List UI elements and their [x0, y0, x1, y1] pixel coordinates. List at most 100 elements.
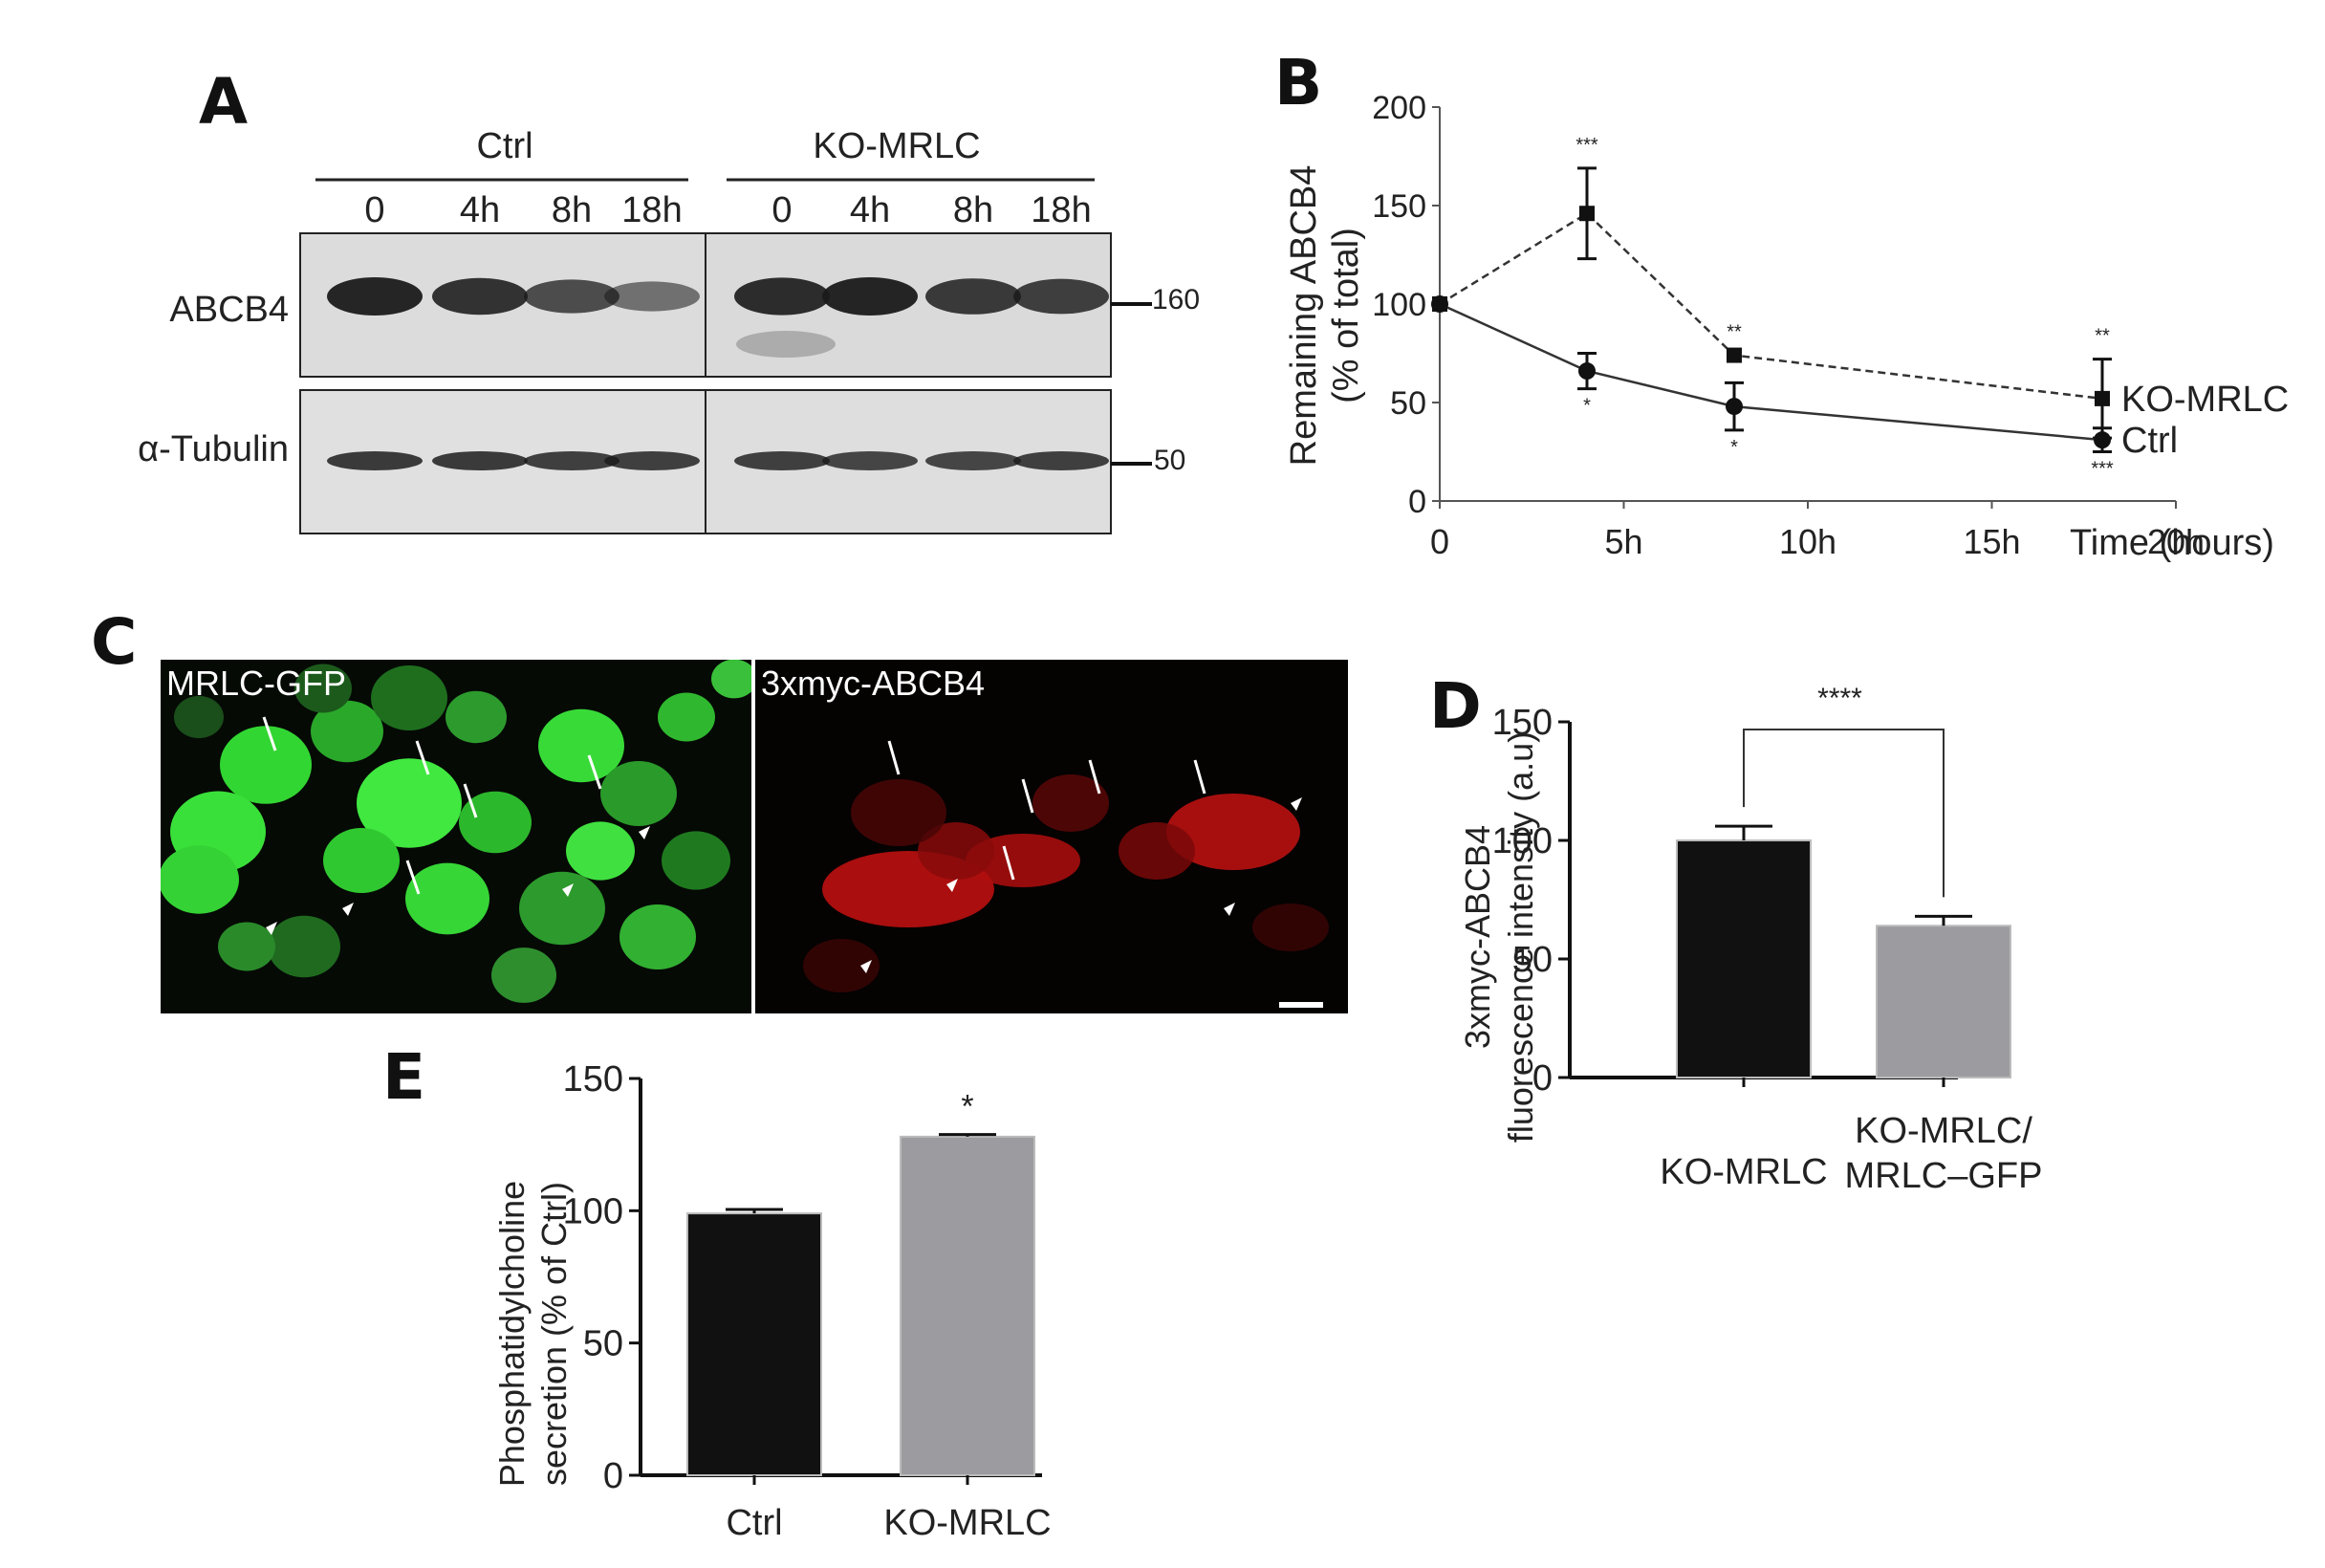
gfp-cell [566, 821, 635, 881]
chart-d-ylabel-2: fluorescence intensity (a.u) [1501, 731, 1540, 1143]
arrow-icon [887, 740, 901, 775]
blot-band-abcb4 [734, 277, 830, 316]
chart-b-point [2094, 431, 2111, 449]
gfp-cell [174, 695, 224, 739]
panel-a-letter: A [199, 65, 249, 139]
arrow-icon [463, 783, 478, 818]
gfp-cell [323, 828, 400, 893]
blot-band-abcb4 [524, 279, 619, 314]
arrow-icon [262, 716, 277, 751]
chart-e-significance: * [961, 1089, 973, 1125]
blot-band-tubulin [822, 451, 918, 470]
chart-b-xtick-label: 15h [1963, 522, 2020, 561]
blot-band-abcb4 [822, 277, 918, 316]
gfp-cell [294, 664, 352, 713]
blot-band-tubulin [604, 451, 700, 470]
western-blot-figure: Ctrl KO-MRLC 0 4h 8h 18h 0 4h 8h 18h ABC… [138, 126, 1200, 534]
chart-e-ylabel-2: secretion (% of Ctrl) [534, 1182, 574, 1486]
chart-b-series-line [1439, 302, 2103, 442]
chart-b-significance: ** [1727, 322, 1742, 343]
chart-b-xtick-label: 0 [1430, 522, 1449, 561]
chart-b-point [1431, 295, 1448, 313]
chart-e-ytick-label: 50 [583, 1324, 623, 1364]
blot-band-abcb4 [432, 277, 528, 316]
gfp-cell [218, 922, 275, 971]
row-label-tubulin: α-Tubulin [138, 429, 289, 469]
chart-b-series-label: Ctrl [2121, 421, 2178, 461]
blot-band-tubulin [734, 451, 830, 470]
chart-d-ytick-label: 0 [1532, 1058, 1553, 1099]
chart-d-xlabel-2a: KO-MRLC/ [1855, 1111, 2032, 1151]
chart-b-ytick-label: 200 [1372, 90, 1426, 126]
blot-band-abcb4 [604, 281, 700, 312]
chart-e-ytick-label: 150 [563, 1059, 623, 1100]
blot-band-tubulin [524, 451, 619, 470]
micrograph-label-mrlc-gfp: MRLC-GFP [166, 664, 346, 703]
chart-e-xtick-label: Ctrl [726, 1503, 782, 1543]
chart-e-xtick-label: KO-MRLC [883, 1503, 1051, 1543]
chart-d-ytick-label: 50 [1512, 940, 1553, 980]
chart-d-xlabel-1: KO-MRLC [1660, 1152, 1827, 1192]
gfp-cell [371, 665, 447, 730]
gfp-cell [161, 845, 239, 914]
chart-b-point [2095, 390, 2110, 406]
marker-label-160: 160 [1152, 284, 1200, 316]
gfp-cell [220, 726, 312, 804]
gfp-cell [662, 831, 730, 890]
arrow-icon [405, 860, 421, 895]
arrowhead-icon [562, 883, 574, 897]
chart-b-xtick-label: 5h [1604, 522, 1642, 561]
chart-b-ylabel-1: Remaining ABCB4 [1284, 165, 1324, 467]
chart-e-bar [686, 1212, 822, 1476]
red-cells [803, 740, 1329, 1008]
chart-b-ytick-label: 150 [1372, 188, 1426, 225]
chart-b-xtick-label: 10h [1779, 522, 1836, 561]
blot-band-tubulin [925, 451, 1021, 470]
group-label-ko-mrlc: KO-MRLC [813, 126, 980, 166]
micrograph-mrlc-gfp: MRLC-GFP [161, 660, 751, 1013]
arrow-icon [587, 754, 602, 790]
gfp-cells [161, 660, 751, 1003]
chart-e-bar [900, 1135, 1035, 1476]
panel-c-letter: C [91, 605, 138, 679]
red-cell [851, 779, 946, 846]
arrow-icon [1021, 778, 1034, 814]
chart-b-xtick-label: 20h [2147, 522, 2205, 561]
red-cell [803, 939, 880, 992]
lane-label: 18h [1031, 190, 1091, 230]
chart-b-series-label: KO-MRLC [2121, 380, 2289, 420]
red-cell [1166, 794, 1300, 870]
scale-bar [1279, 1002, 1323, 1008]
chart-b-xlabel: Time (hours) [2070, 523, 2274, 563]
panel-e-letter: E [382, 1040, 426, 1114]
chart-b-point [1726, 398, 1743, 416]
blot-band-tubulin [327, 451, 423, 470]
gfp-cell [357, 758, 462, 848]
chart-b-ytick-label: 0 [1408, 484, 1426, 520]
arrowhead-icon [639, 826, 650, 839]
chart-d-bar: 3xmyc-ABCB4 fluorescence intensity (a.u)… [1458, 683, 2043, 1195]
gfp-cell [445, 690, 507, 744]
chart-d-xlabel-2b: MRLC–GFP [1845, 1156, 2043, 1195]
blot-band-tubulin [1013, 451, 1109, 470]
chart-d-ylabel-1: 3xmyc-ABCB4 [1458, 825, 1497, 1049]
chart-e-ylabel-1: Phosphatidylcholine [492, 1181, 532, 1487]
chart-d-bar [1676, 839, 1812, 1078]
chart-b-point [1578, 362, 1596, 381]
gfp-cell [658, 692, 715, 742]
chart-b-significance: *** [1575, 135, 1598, 156]
chart-b-point [1579, 206, 1595, 222]
group-label-ctrl: Ctrl [476, 126, 532, 166]
blot-band-abcb4 [327, 277, 423, 316]
lane-label: 4h [850, 190, 890, 230]
chart-e-ytick-label: 0 [603, 1456, 623, 1496]
gfp-cell [459, 791, 532, 854]
lane-label: 8h [552, 190, 592, 230]
gfp-cell [519, 871, 605, 946]
micrograph-3xmyc-abcb4: 3xmyc-ABCB4 [755, 660, 1348, 1013]
chart-b-ylabel-2: (% of total) [1326, 228, 1366, 403]
micrograph-label-3xmyc-abcb4: 3xmyc-ABCB4 [761, 664, 986, 703]
chart-b-point [1727, 347, 1742, 363]
chart-d-significance: **** [1817, 683, 1862, 714]
blot-smear [736, 331, 836, 358]
